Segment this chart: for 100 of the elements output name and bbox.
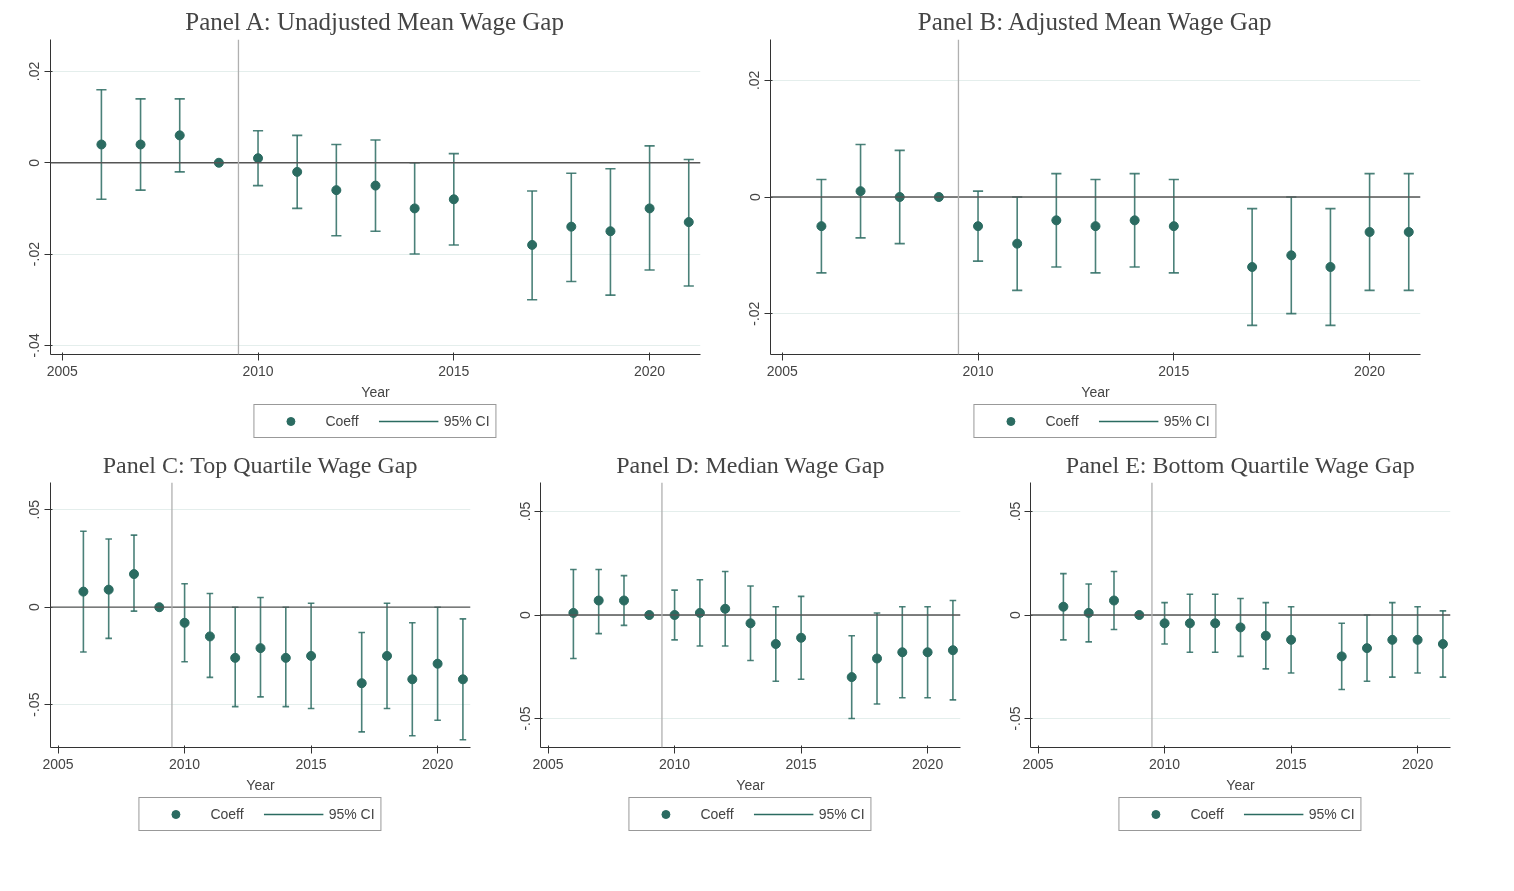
x-tick-label: 2015 (295, 755, 327, 772)
x-tick-label: 2015 (438, 362, 470, 379)
point (280, 652, 291, 663)
y-tick-label: 0 (26, 603, 43, 612)
y-tick-label: -.04 (26, 333, 43, 358)
x-axis-title: Year (1081, 383, 1110, 400)
text: 95% CI (1163, 413, 1210, 429)
point (1247, 262, 1258, 272)
point (292, 166, 303, 177)
y-tick-label: .02 (26, 61, 43, 82)
point (973, 221, 984, 232)
x-axis-title: Year (1226, 776, 1255, 793)
point (1260, 630, 1271, 641)
point (331, 185, 342, 196)
y-tick-label: .05 (516, 501, 533, 522)
legend-label: Coeff (700, 806, 734, 822)
x-tick-label: 2010 (169, 755, 201, 772)
legend-label: Coeff (325, 413, 359, 429)
x-tick-label: 2020 (912, 755, 944, 772)
chart-title: Panel B: Adjusted Mean Wage Gap (917, 7, 1272, 35)
x-tick-label: 2005 (766, 362, 799, 379)
point (230, 652, 241, 663)
text: 95% CI (1308, 806, 1355, 822)
point (1362, 643, 1373, 654)
chart-title: Panel A: Unadjusted Mean Wage Gap (185, 7, 564, 35)
point (1012, 238, 1023, 249)
text: 95% CI (328, 806, 375, 822)
point (1168, 221, 1179, 232)
y-tick-label: 0 (516, 610, 533, 619)
point (816, 221, 827, 232)
point (745, 618, 756, 629)
point (846, 672, 857, 683)
point (644, 203, 655, 214)
y-tick-label: -.05 (516, 706, 533, 731)
point (204, 631, 215, 642)
x-tick-label: 2010 (242, 362, 274, 379)
point (409, 203, 420, 214)
point (1090, 221, 1101, 232)
point (1129, 215, 1140, 226)
x-tick-label: 2005 (42, 755, 74, 772)
chart-title: Panel D: Median Wage Gap (616, 451, 885, 478)
x-tick-label: 2015 (1275, 755, 1307, 772)
point (356, 678, 367, 689)
y-tick-label: -.05 (26, 692, 43, 717)
point (78, 586, 89, 597)
x-tick-label: 2005 (46, 362, 79, 379)
point (1210, 618, 1221, 629)
x-tick-label: 2005 (1022, 755, 1054, 772)
point (135, 139, 146, 150)
point (382, 650, 393, 661)
x-tick-label: 2020 (634, 362, 666, 379)
point (618, 595, 629, 606)
point (174, 130, 185, 141)
chart-title: Panel E: Bottom Quartile Wage Gap (1065, 451, 1415, 478)
point (128, 569, 139, 580)
point (947, 645, 958, 656)
point (1286, 634, 1297, 645)
point (1325, 262, 1336, 272)
text: 95% CI (818, 806, 865, 822)
x-tick-label: 2020 (422, 755, 454, 772)
x-tick-label: 2010 (1149, 755, 1181, 772)
point (1058, 601, 1069, 612)
point (855, 186, 866, 197)
y-tick-label: .02 (746, 70, 763, 91)
point (255, 643, 266, 654)
point (527, 239, 538, 250)
point (1286, 250, 1297, 261)
point (448, 194, 459, 205)
y-tick-label: -.02 (746, 301, 763, 326)
point (1437, 638, 1448, 649)
point (720, 603, 731, 614)
legend-label: Coeff (1045, 413, 1079, 429)
point (770, 638, 781, 649)
point (179, 617, 190, 628)
x-axis-title: Year (246, 776, 275, 793)
point (872, 653, 883, 664)
point (1364, 227, 1375, 237)
point (306, 650, 317, 661)
point (432, 658, 443, 669)
point (407, 674, 418, 685)
point (1235, 622, 1246, 633)
x-tick-label: 2010 (659, 755, 691, 772)
x-tick-label: 2015 (785, 755, 817, 772)
y-tick-label: -.05 (1006, 706, 1023, 731)
y-tick-label: .05 (26, 499, 43, 520)
y-tick-label: 0 (746, 192, 763, 201)
point (1412, 634, 1423, 645)
point (566, 221, 577, 232)
point (1159, 618, 1170, 629)
y-tick-label: -.02 (26, 241, 43, 267)
point (1387, 634, 1398, 645)
text: 95% CI (443, 413, 490, 429)
y-tick-label: .05 (1006, 501, 1023, 522)
x-axis-title: Year (361, 383, 390, 400)
point (605, 226, 616, 237)
x-axis-title: Year (736, 776, 765, 793)
point (1403, 227, 1414, 237)
point (796, 632, 807, 643)
point (1108, 595, 1119, 606)
point (1051, 215, 1062, 226)
